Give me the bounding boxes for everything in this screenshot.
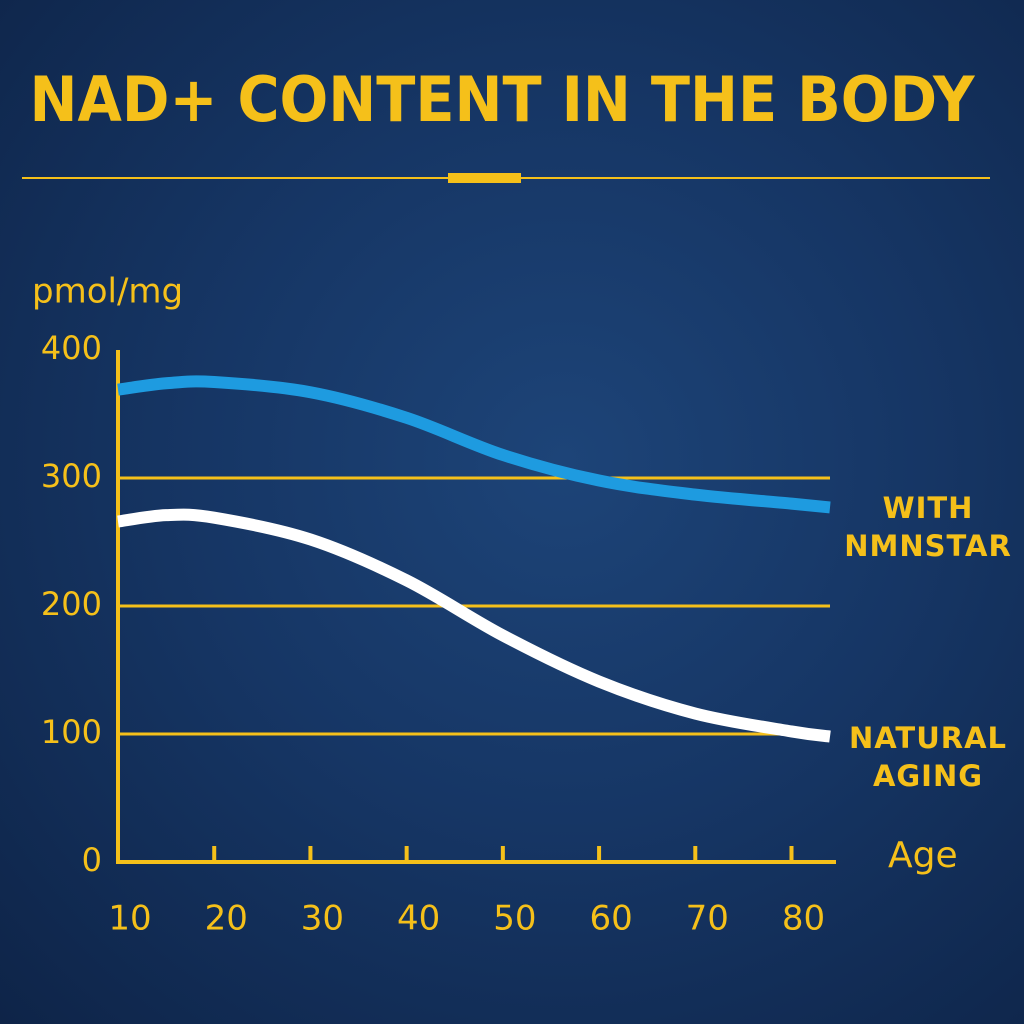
x-tick-label: 70 [686, 899, 729, 939]
chart-title: NAD+ CONTENT IN THE BODY [30, 63, 976, 136]
series-line [117, 375, 831, 514]
series-line [117, 508, 831, 743]
y-tick-label: 300 [41, 457, 102, 495]
x-tick-label: 60 [589, 899, 632, 939]
x-tick-label: 30 [301, 899, 344, 939]
legend-label: NATURAL AGING [848, 720, 1008, 793]
x-tick-label: 10 [108, 899, 151, 939]
x-tick-label: 80 [782, 899, 825, 939]
y-tick-label: 400 [41, 329, 102, 367]
legend-label: WITH NMNSTAR [844, 491, 1012, 564]
y-tick-label: 100 [41, 713, 102, 751]
x-tick-label: 40 [397, 899, 440, 939]
y-axis-label: pmol/mg [32, 272, 183, 312]
y-tick-label: 0 [82, 841, 102, 879]
x-axis-label: Age [888, 835, 958, 876]
x-tick-label: 20 [205, 899, 248, 939]
x-tick-label: 50 [493, 899, 536, 939]
title-accent [448, 173, 521, 183]
y-tick-label: 200 [41, 585, 102, 623]
